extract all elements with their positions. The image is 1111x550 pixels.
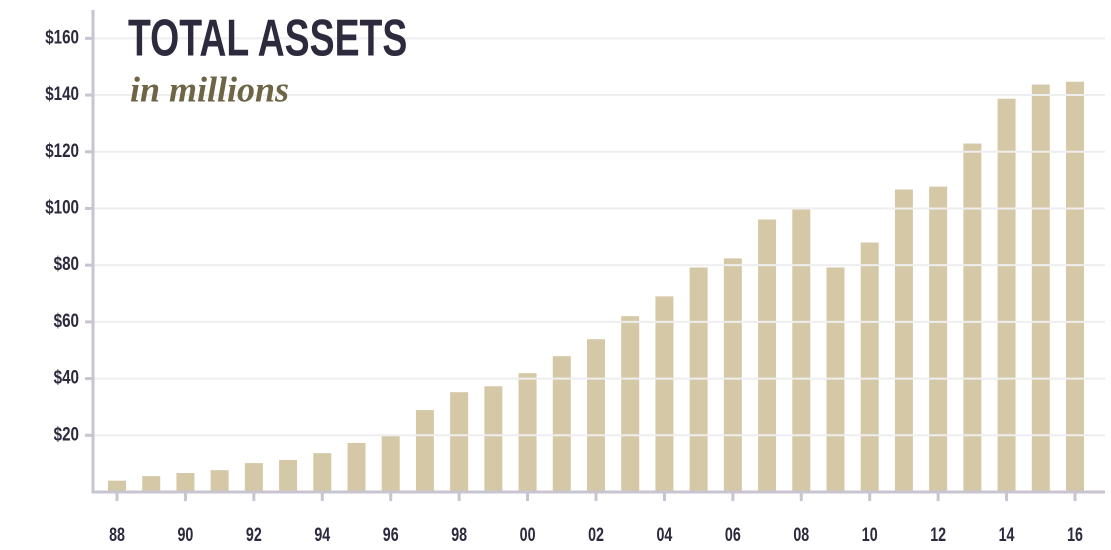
x-tick-label: 10 [862,524,878,545]
bar [450,392,469,492]
bar [655,296,674,492]
bar [621,316,640,492]
bar [758,219,777,492]
bar [792,209,811,492]
bar [689,267,708,492]
bar [723,258,742,492]
x-tick-label: 16 [1067,524,1083,545]
bar [826,267,845,492]
x-tick-label: 98 [451,524,467,545]
bar [244,463,263,492]
x-tick-label: 08 [793,524,809,545]
bar [860,242,879,492]
x-tick-label: 96 [383,524,399,545]
bar [587,339,605,492]
x-tick-label: 02 [588,524,604,545]
bar [415,410,434,492]
bar [210,470,229,492]
x-tick-label: 04 [657,524,673,545]
y-tick-label: $20 [54,423,79,445]
bar [176,473,195,492]
x-tick-label: 94 [314,524,330,545]
bar [963,143,982,492]
y-tick-label: $60 [54,309,79,331]
x-tick-label: 90 [178,524,194,545]
axis [91,10,1105,494]
y-tick-label: $100 [45,196,79,218]
bar [894,189,913,492]
bar [108,480,126,492]
x-tick-label: 92 [246,524,262,545]
chart-subtitle: in millions [130,69,289,109]
x-tick-label: 00 [520,524,536,545]
x-tick-label: 12 [930,524,946,545]
y-tick-label: $140 [45,82,79,104]
x-tick-label: 88 [109,524,125,545]
y-tick-label: $40 [54,366,79,388]
y-tick-label: $120 [45,139,79,161]
bar [279,459,298,492]
bar [552,356,571,492]
bar [997,98,1016,493]
x-tick-label: 14 [999,524,1015,545]
bar [313,453,332,492]
bar [1031,84,1050,492]
bar [142,476,161,492]
chart-title: TOTAL ASSETS [128,9,407,68]
bar [1066,81,1084,492]
bar [518,373,537,492]
bar [929,186,948,492]
y-tick-label: $80 [54,253,79,275]
bar [381,436,400,492]
y-tick-label: $160 [45,26,79,48]
bar [347,442,366,492]
bar [484,386,503,492]
x-tick-label: 06 [725,524,741,545]
